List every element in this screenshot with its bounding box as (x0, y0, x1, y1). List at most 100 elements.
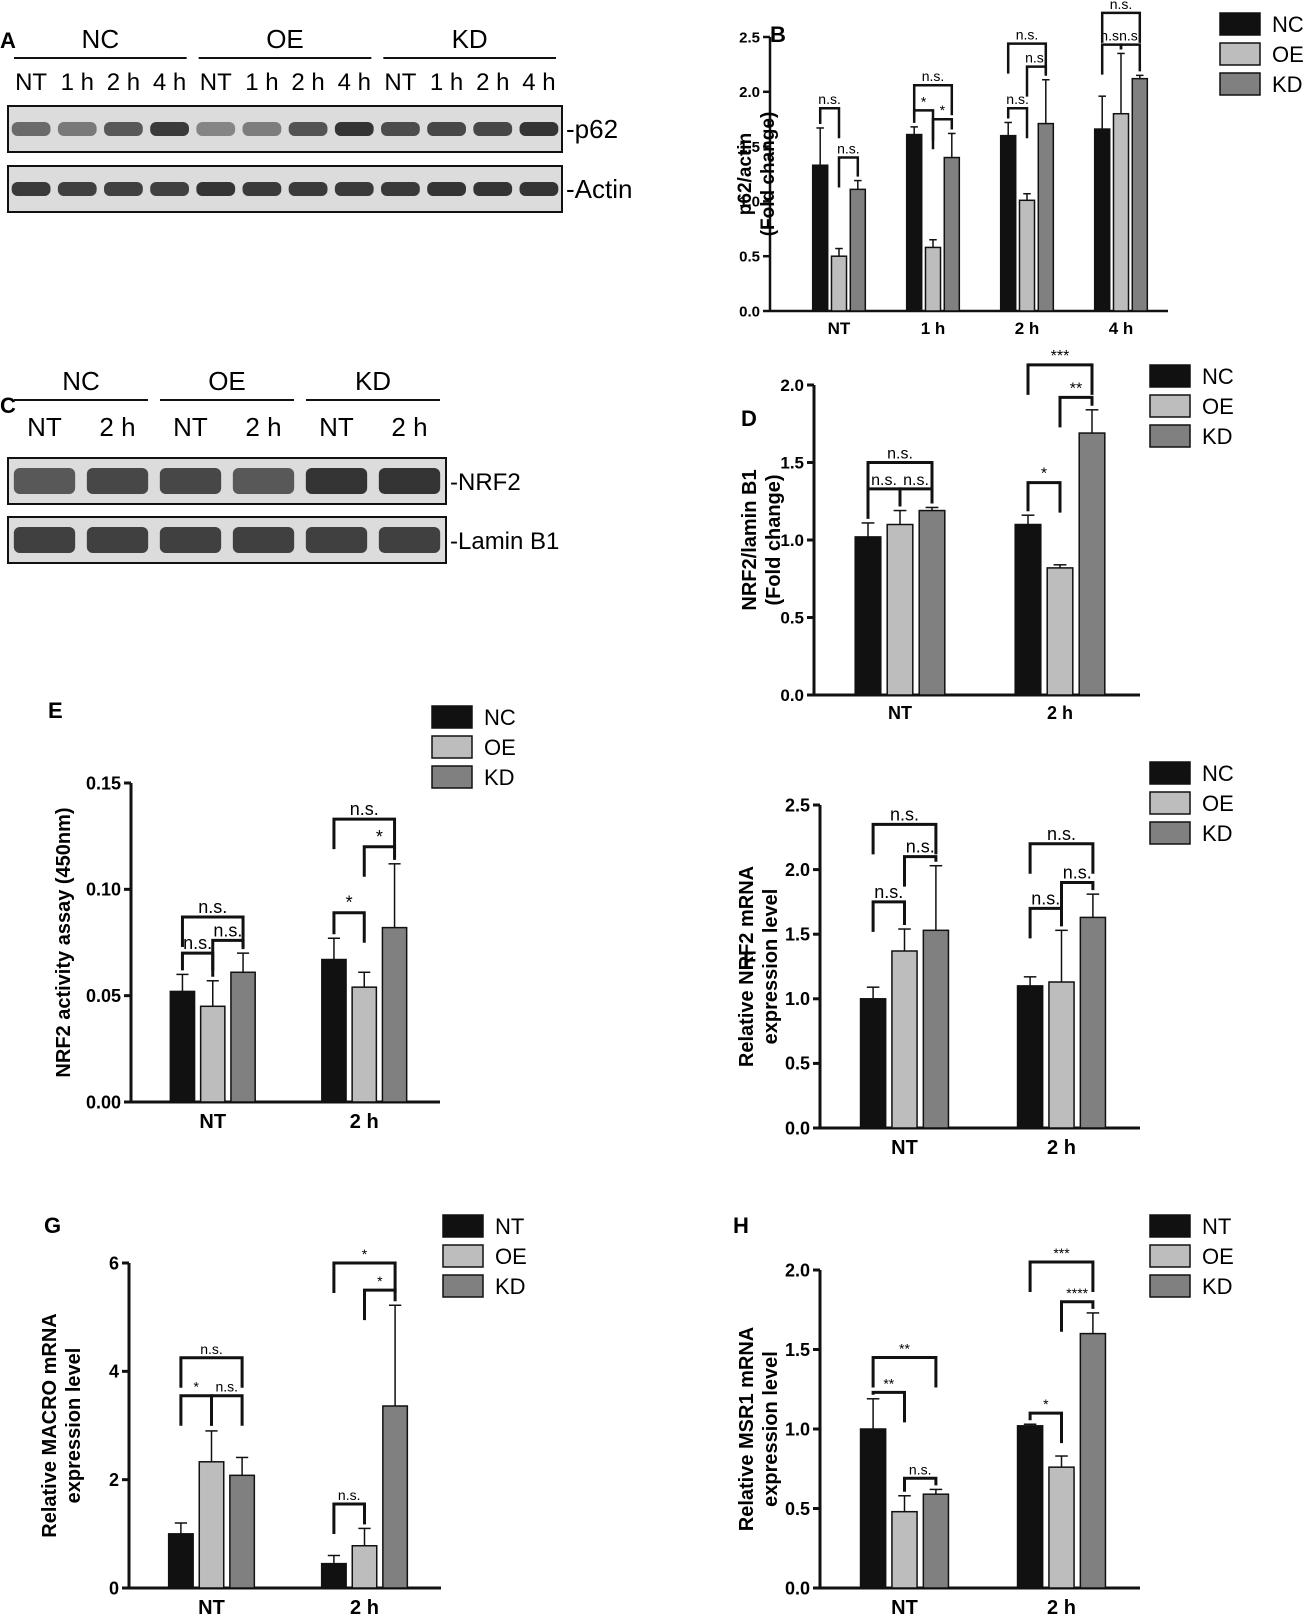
significance-label: n.s. (216, 1379, 239, 1395)
significance-bracket (1028, 906, 1063, 939)
y-axis-label-line: p62/actin (735, 133, 756, 215)
y-tick-label: 2 (109, 1470, 119, 1490)
legend-label: OE (1272, 42, 1304, 67)
y-axis-label: Relative NRF2 mRNA expression level (736, 866, 782, 1067)
y-tick-label: 4 (109, 1362, 119, 1382)
x-tick-label: 2 h (350, 1597, 379, 1619)
y-tick-label: 6 (109, 1253, 119, 1273)
bar-KD (849, 188, 867, 312)
x-tick-label: NT (828, 319, 851, 338)
legend-swatch-OE (1149, 791, 1191, 815)
x-tick-label: NT (198, 1597, 225, 1619)
legend-label: NT (495, 1214, 524, 1239)
significance-bracket (898, 487, 934, 507)
x-tick-label: 2 h (1047, 703, 1073, 723)
significance-bracket (903, 1476, 938, 1492)
blot-lane-label: 2 h (476, 69, 509, 96)
significance-label: * (921, 93, 927, 109)
chart-G: 0 2 4 6 Relative MACRO mRNA expression level N… (39, 1214, 527, 1619)
significance-bracket (1006, 106, 1029, 139)
significance-label: * (362, 1246, 368, 1262)
significance-bracket (1028, 1411, 1063, 1444)
legend-swatch-KD (1149, 821, 1191, 845)
significance-label: ** (883, 1375, 894, 1391)
legend-swatch-OE (1149, 394, 1191, 418)
bar-KD (922, 929, 950, 1129)
bar-NC (999, 134, 1017, 312)
significance-label: n.s. (1006, 91, 1029, 107)
y-axis-label: Relative MSR1 mRNA expression level (736, 1327, 782, 1532)
blot-lane-label: 4 h (522, 69, 555, 96)
legend-swatch-OE (1219, 42, 1261, 66)
significance-bracket (363, 1288, 397, 1321)
y-tick-label: 2.0 (780, 376, 804, 395)
x-tick-label: 1 h (921, 319, 946, 338)
significance-label: n.s. (818, 91, 841, 107)
bar-NT (320, 1562, 347, 1589)
legend-label: NC (484, 705, 516, 730)
blot-band (242, 122, 282, 136)
significance-bracket (837, 156, 860, 188)
blot-group-label: KD (355, 366, 391, 396)
significance-label: n.s. (1031, 888, 1060, 908)
y-tick-label: 1.0 (785, 1419, 810, 1439)
significance-bracket (1028, 1260, 1095, 1293)
bar-NC (854, 536, 882, 696)
blot-band (334, 122, 374, 136)
significance-bracket (332, 911, 366, 943)
blot-band (150, 122, 189, 136)
legend-swatch-NC (1149, 364, 1191, 388)
chart-D: 0.0 0.5 1.0 1.5 2.0 NRF2/lamin B1 (Fold change… (739, 348, 1234, 723)
significance-label: n.s. (338, 1487, 361, 1503)
bar-NC (1014, 523, 1042, 696)
y-axis-label: p62/actin (Fold change) (735, 112, 779, 237)
blot-band (57, 182, 97, 196)
y-tick-label: 0.15 (86, 773, 121, 793)
bar-OE (351, 986, 378, 1103)
y-tick-label: 2.0 (785, 1260, 810, 1280)
bar-KD (922, 1493, 950, 1589)
legend-swatch-KD (1219, 72, 1261, 96)
y-axis-label: NRF2 activity assay (450nm) (53, 807, 75, 1077)
blot-band (86, 468, 149, 494)
blot-lane-label: 4 h (338, 69, 371, 96)
y-tick-label: 0.05 (86, 986, 121, 1006)
significance-label: ** (899, 1340, 910, 1356)
panel-letter-C: C (0, 393, 16, 418)
y-tick-label: 1.0 (780, 531, 804, 550)
significance-label: * (940, 102, 946, 118)
blot-strip (7, 105, 563, 153)
legend-label: KD (1202, 821, 1233, 846)
blot-band (427, 122, 466, 136)
legend-swatch-NC (1219, 12, 1261, 36)
legend-swatch-OE (431, 735, 473, 759)
significance-bracket (179, 1356, 244, 1388)
blot-band (104, 122, 143, 136)
blot-strip (7, 165, 563, 213)
bar-NT (859, 1428, 887, 1589)
significance-label: * (1043, 1396, 1049, 1412)
blot-band (57, 122, 97, 136)
y-axis-label-line: expression level (760, 889, 782, 1045)
blot-group-label: OE (266, 24, 304, 54)
y-axis-label: NRF2/lamin B1 (Fold change) (739, 469, 785, 610)
x-tick-label: 2 h (1015, 319, 1040, 338)
bar-KD (381, 926, 408, 1103)
legend-label: KD (1202, 424, 1233, 449)
bar-KD (382, 1405, 409, 1589)
blot-band (159, 527, 222, 553)
bar-OE (1112, 112, 1130, 312)
significance-bracket (903, 855, 938, 887)
y-tick-label: 0.0 (780, 686, 804, 705)
bar-NT (1016, 1425, 1044, 1589)
significance-bracket (1006, 42, 1048, 74)
legend-label: NT (1202, 1214, 1231, 1239)
y-axis-label-line: Relative MSR1 mRNA (736, 1327, 758, 1532)
bar-OE (351, 1545, 378, 1589)
significance-label: n.s. (350, 799, 379, 819)
blot-band-label: -NRF2 (450, 469, 521, 496)
y-tick-label: 1.5 (739, 139, 760, 156)
significance-bracket (1119, 43, 1142, 72)
significance-bracket (362, 845, 397, 877)
x-tick-label: NT (199, 1111, 226, 1133)
